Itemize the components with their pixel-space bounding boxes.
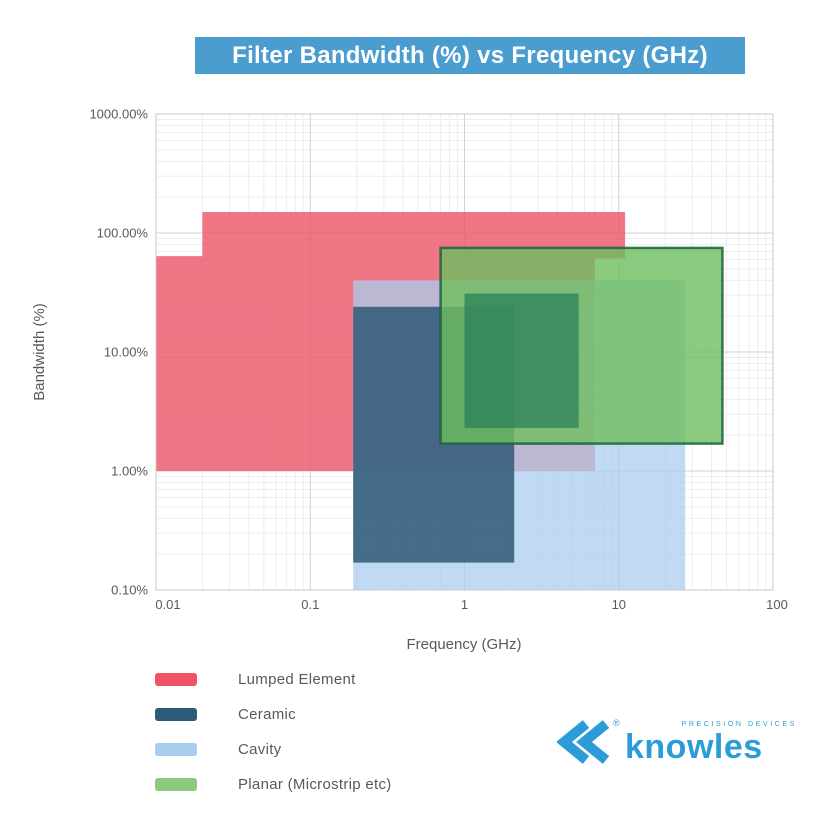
axis-tick-labels: 0.01 0.1 1 10 100 1000.00% 100.00% 10.00% 1.00% 0… <box>89 107 787 613</box>
chart-title: Filter Bandwidth (%) vs Frequency (GHz) <box>232 41 708 69</box>
legend-item-cavity: Cavity <box>155 738 392 760</box>
legend-swatch-planar <box>155 777 197 791</box>
x-axis-title: Frequency (GHz) <box>406 636 521 653</box>
chart-regions <box>156 212 724 590</box>
chart-plot: 0.01 0.1 1 10 100 1000.00% 100.00% 10.00% 1.00% 0… <box>31 107 788 654</box>
registered-mark: ® <box>613 718 620 728</box>
x-tick-label: 100 <box>766 597 788 612</box>
logo-tagline: PRECISION DEVICES <box>681 721 797 728</box>
legend: Lumped Element Ceramic Cavity Planar (Mi… <box>155 668 392 795</box>
legend-swatch-cavity <box>155 742 197 756</box>
chart-title-banner: Filter Bandwidth (%) vs Frequency (GHz) <box>195 37 745 74</box>
logo-wordmark: knowles <box>625 728 763 766</box>
legend-item-planar: Planar (Microstrip etc) <box>155 773 392 795</box>
legend-swatch-lumped-element <box>155 672 197 686</box>
legend-item-ceramic: Ceramic <box>155 703 392 725</box>
legend-swatch-ceramic <box>155 707 197 721</box>
legend-label: Ceramic <box>238 705 296 723</box>
legend-label: Cavity <box>238 740 282 758</box>
y-tick-label: 1000.00% <box>89 107 148 122</box>
region-planar-microstrip-etc-core <box>464 293 579 428</box>
y-tick-label: 1.00% <box>111 464 148 479</box>
legend-item-lumped-element: Lumped Element <box>155 668 392 690</box>
y-tick-label: 0.10% <box>111 583 148 598</box>
x-tick-label: 0.01 <box>155 597 180 612</box>
knowles-chevrons-icon <box>557 720 610 764</box>
legend-label: Lumped Element <box>238 670 356 688</box>
legend-label: Planar (Microstrip etc) <box>238 775 392 793</box>
y-axis-title: Bandwidth (%) <box>31 303 48 401</box>
x-tick-label: 1 <box>461 597 468 612</box>
x-tick-label: 0.1 <box>301 597 319 612</box>
x-tick-label: 10 <box>612 597 626 612</box>
y-tick-label: 10.00% <box>104 345 149 360</box>
y-tick-label: 100.00% <box>97 226 149 241</box>
plot-border <box>155 113 774 591</box>
knowles-logo: ® PRECISION DEVICES knowles <box>557 712 797 776</box>
